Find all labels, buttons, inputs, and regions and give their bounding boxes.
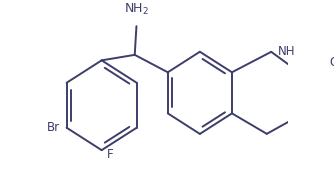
Text: F: F — [107, 148, 114, 162]
Text: O: O — [329, 56, 334, 69]
Text: NH: NH — [278, 45, 296, 58]
Text: Br: Br — [46, 121, 60, 134]
Text: NH$_2$: NH$_2$ — [124, 2, 149, 17]
